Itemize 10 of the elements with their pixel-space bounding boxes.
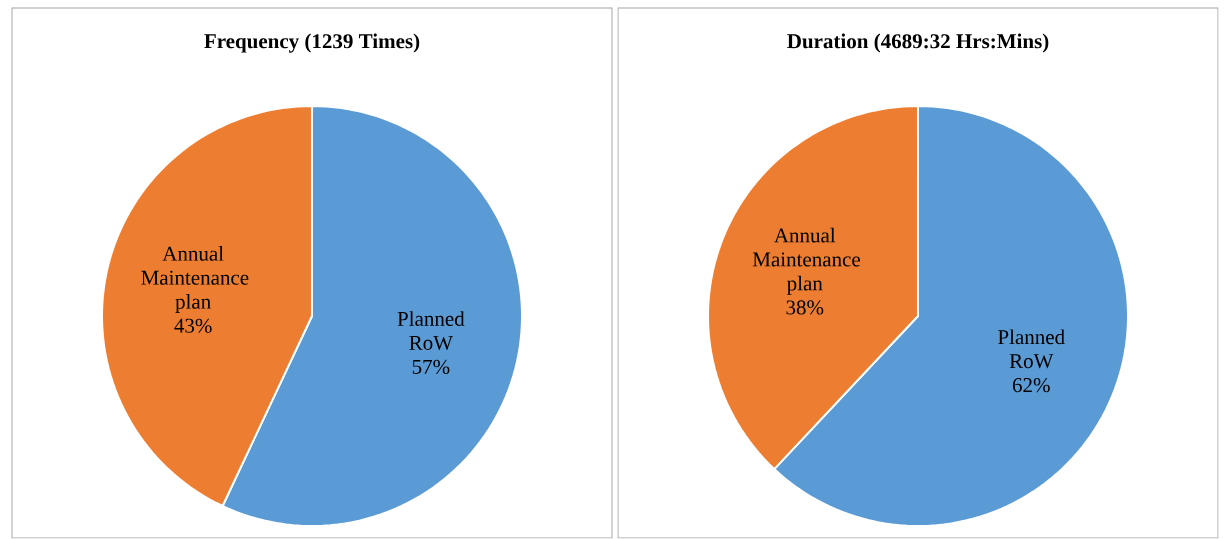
slice-label: Annual Maintenance plan — [752, 228, 860, 296]
chart-title: Duration (4689:32 Hrs:Mins) — [787, 33, 1049, 53]
data-label: 62% — [1012, 378, 1050, 393]
chart-title: Frequency (1239 Times) — [204, 33, 420, 53]
data-label: 38% — [786, 300, 824, 315]
data-label: 57% — [412, 360, 450, 375]
slice-label: Planned RoW — [397, 311, 465, 351]
slice-label: Annual Maintenance plan — [141, 246, 249, 314]
slice-label: Planned RoW — [998, 329, 1065, 369]
data-label: 43% — [174, 318, 212, 334]
